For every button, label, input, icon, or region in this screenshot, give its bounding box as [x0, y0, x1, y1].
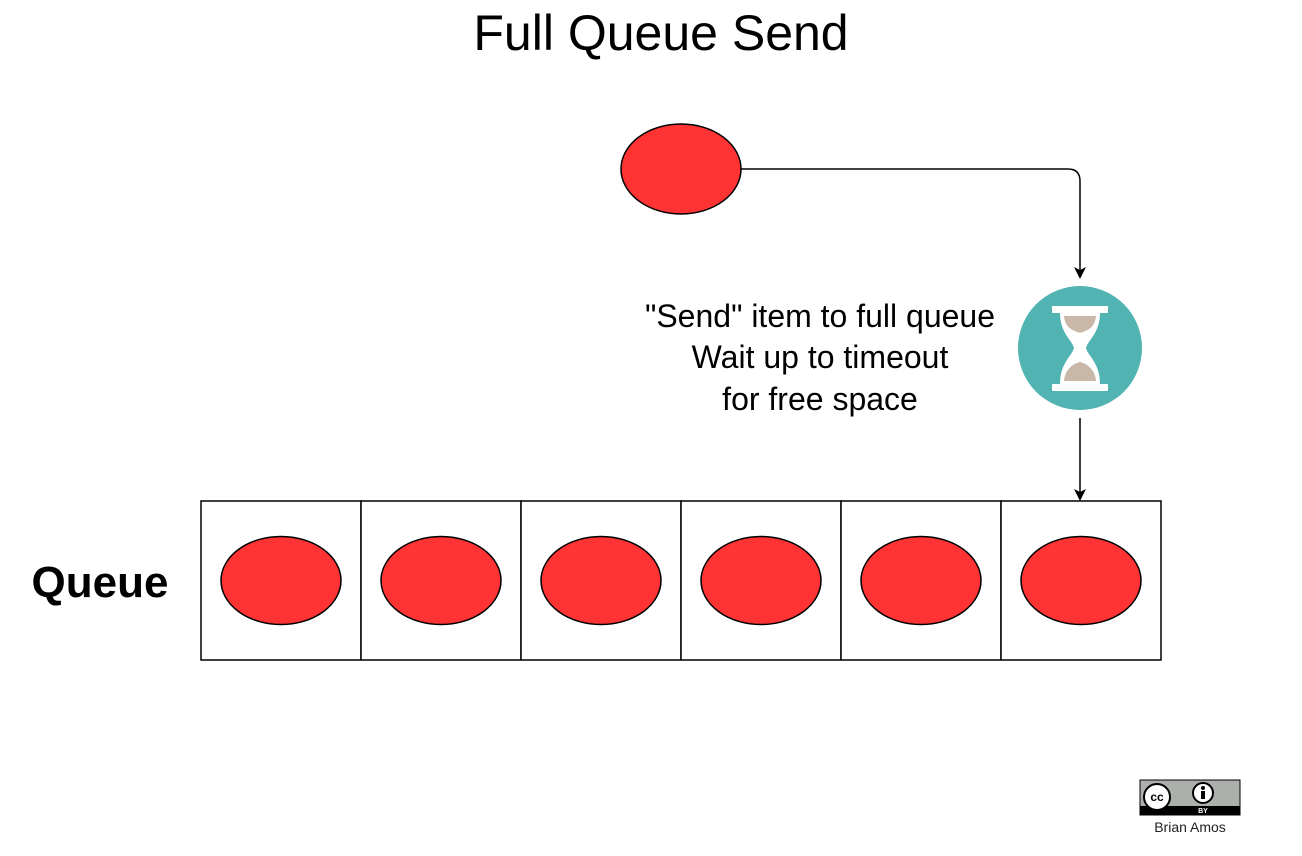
- item-to-timer-arrow: [741, 168, 1086, 279]
- caption-line-1: "Send" item to full queue: [645, 298, 995, 334]
- cc-code: BY: [1198, 808, 1208, 815]
- caption-line-3: for free space: [722, 381, 918, 417]
- incoming-item: [620, 123, 742, 215]
- queue-label: Queue: [32, 558, 169, 607]
- queue-item: [860, 535, 982, 626]
- author-name: Brian Amos: [1154, 819, 1226, 835]
- diagram-title: Full Queue Send: [473, 5, 848, 61]
- queue-item: [380, 535, 502, 626]
- cc-by-license-icon: cc BY: [1139, 779, 1241, 816]
- queue-item: [220, 535, 342, 626]
- queue-item: [540, 535, 662, 626]
- queue: [200, 500, 1162, 661]
- queue-item: [700, 535, 822, 626]
- queue-item: [1020, 535, 1142, 626]
- cc-glyph: cc: [1150, 790, 1164, 804]
- hourglass-icon: [1018, 286, 1142, 410]
- caption-line-2: Wait up to timeout: [692, 339, 949, 375]
